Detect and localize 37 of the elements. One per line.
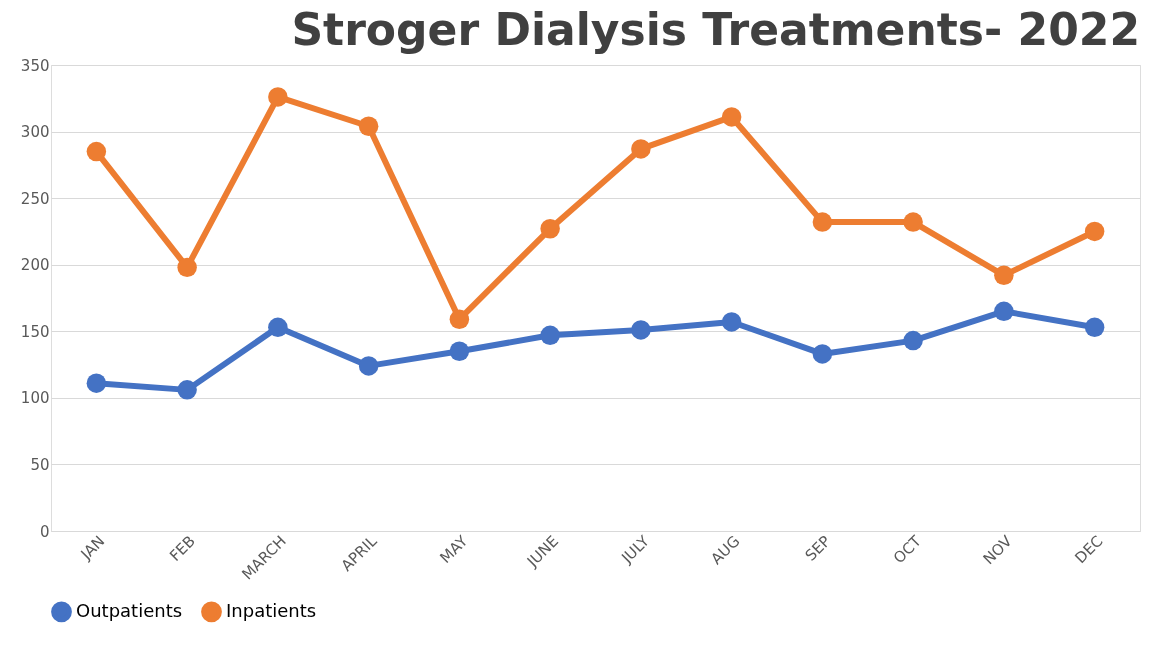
point [358, 116, 379, 136]
x-tick-label: SEP [801, 532, 835, 565]
point [268, 87, 288, 107]
point [903, 330, 923, 351]
y-tick-label: 250 [20, 189, 50, 208]
point [903, 212, 923, 232]
y-tick-label: 350 [20, 56, 50, 75]
y-tick-label: 300 [20, 123, 50, 142]
point [177, 257, 197, 278]
chart-title: Stroger Dialysis Treatments- 2022 [291, 4, 1140, 55]
point [1084, 317, 1105, 338]
point [268, 317, 288, 338]
point [358, 356, 379, 376]
legend-label: Inpatients [226, 599, 317, 621]
point [631, 320, 651, 340]
y-tick-label: 200 [20, 256, 50, 275]
point [449, 309, 470, 330]
point [721, 312, 742, 332]
point [631, 139, 651, 159]
point [812, 344, 833, 364]
legend-label: Outpatients [76, 599, 183, 621]
point [1084, 221, 1105, 242]
point [177, 380, 197, 400]
y-tick-label: 50 [30, 455, 50, 474]
point [540, 219, 560, 239]
x-tick-label: FEB [166, 532, 199, 565]
point [812, 212, 833, 232]
point [86, 373, 107, 393]
y-tick-label: 0 [39, 522, 50, 541]
y-tick-label: 150 [20, 322, 50, 341]
point [994, 301, 1014, 322]
y-tick-label: 100 [20, 389, 50, 408]
point [721, 107, 742, 127]
point [86, 141, 107, 162]
point [540, 325, 560, 346]
point [994, 265, 1014, 286]
point [449, 341, 470, 361]
